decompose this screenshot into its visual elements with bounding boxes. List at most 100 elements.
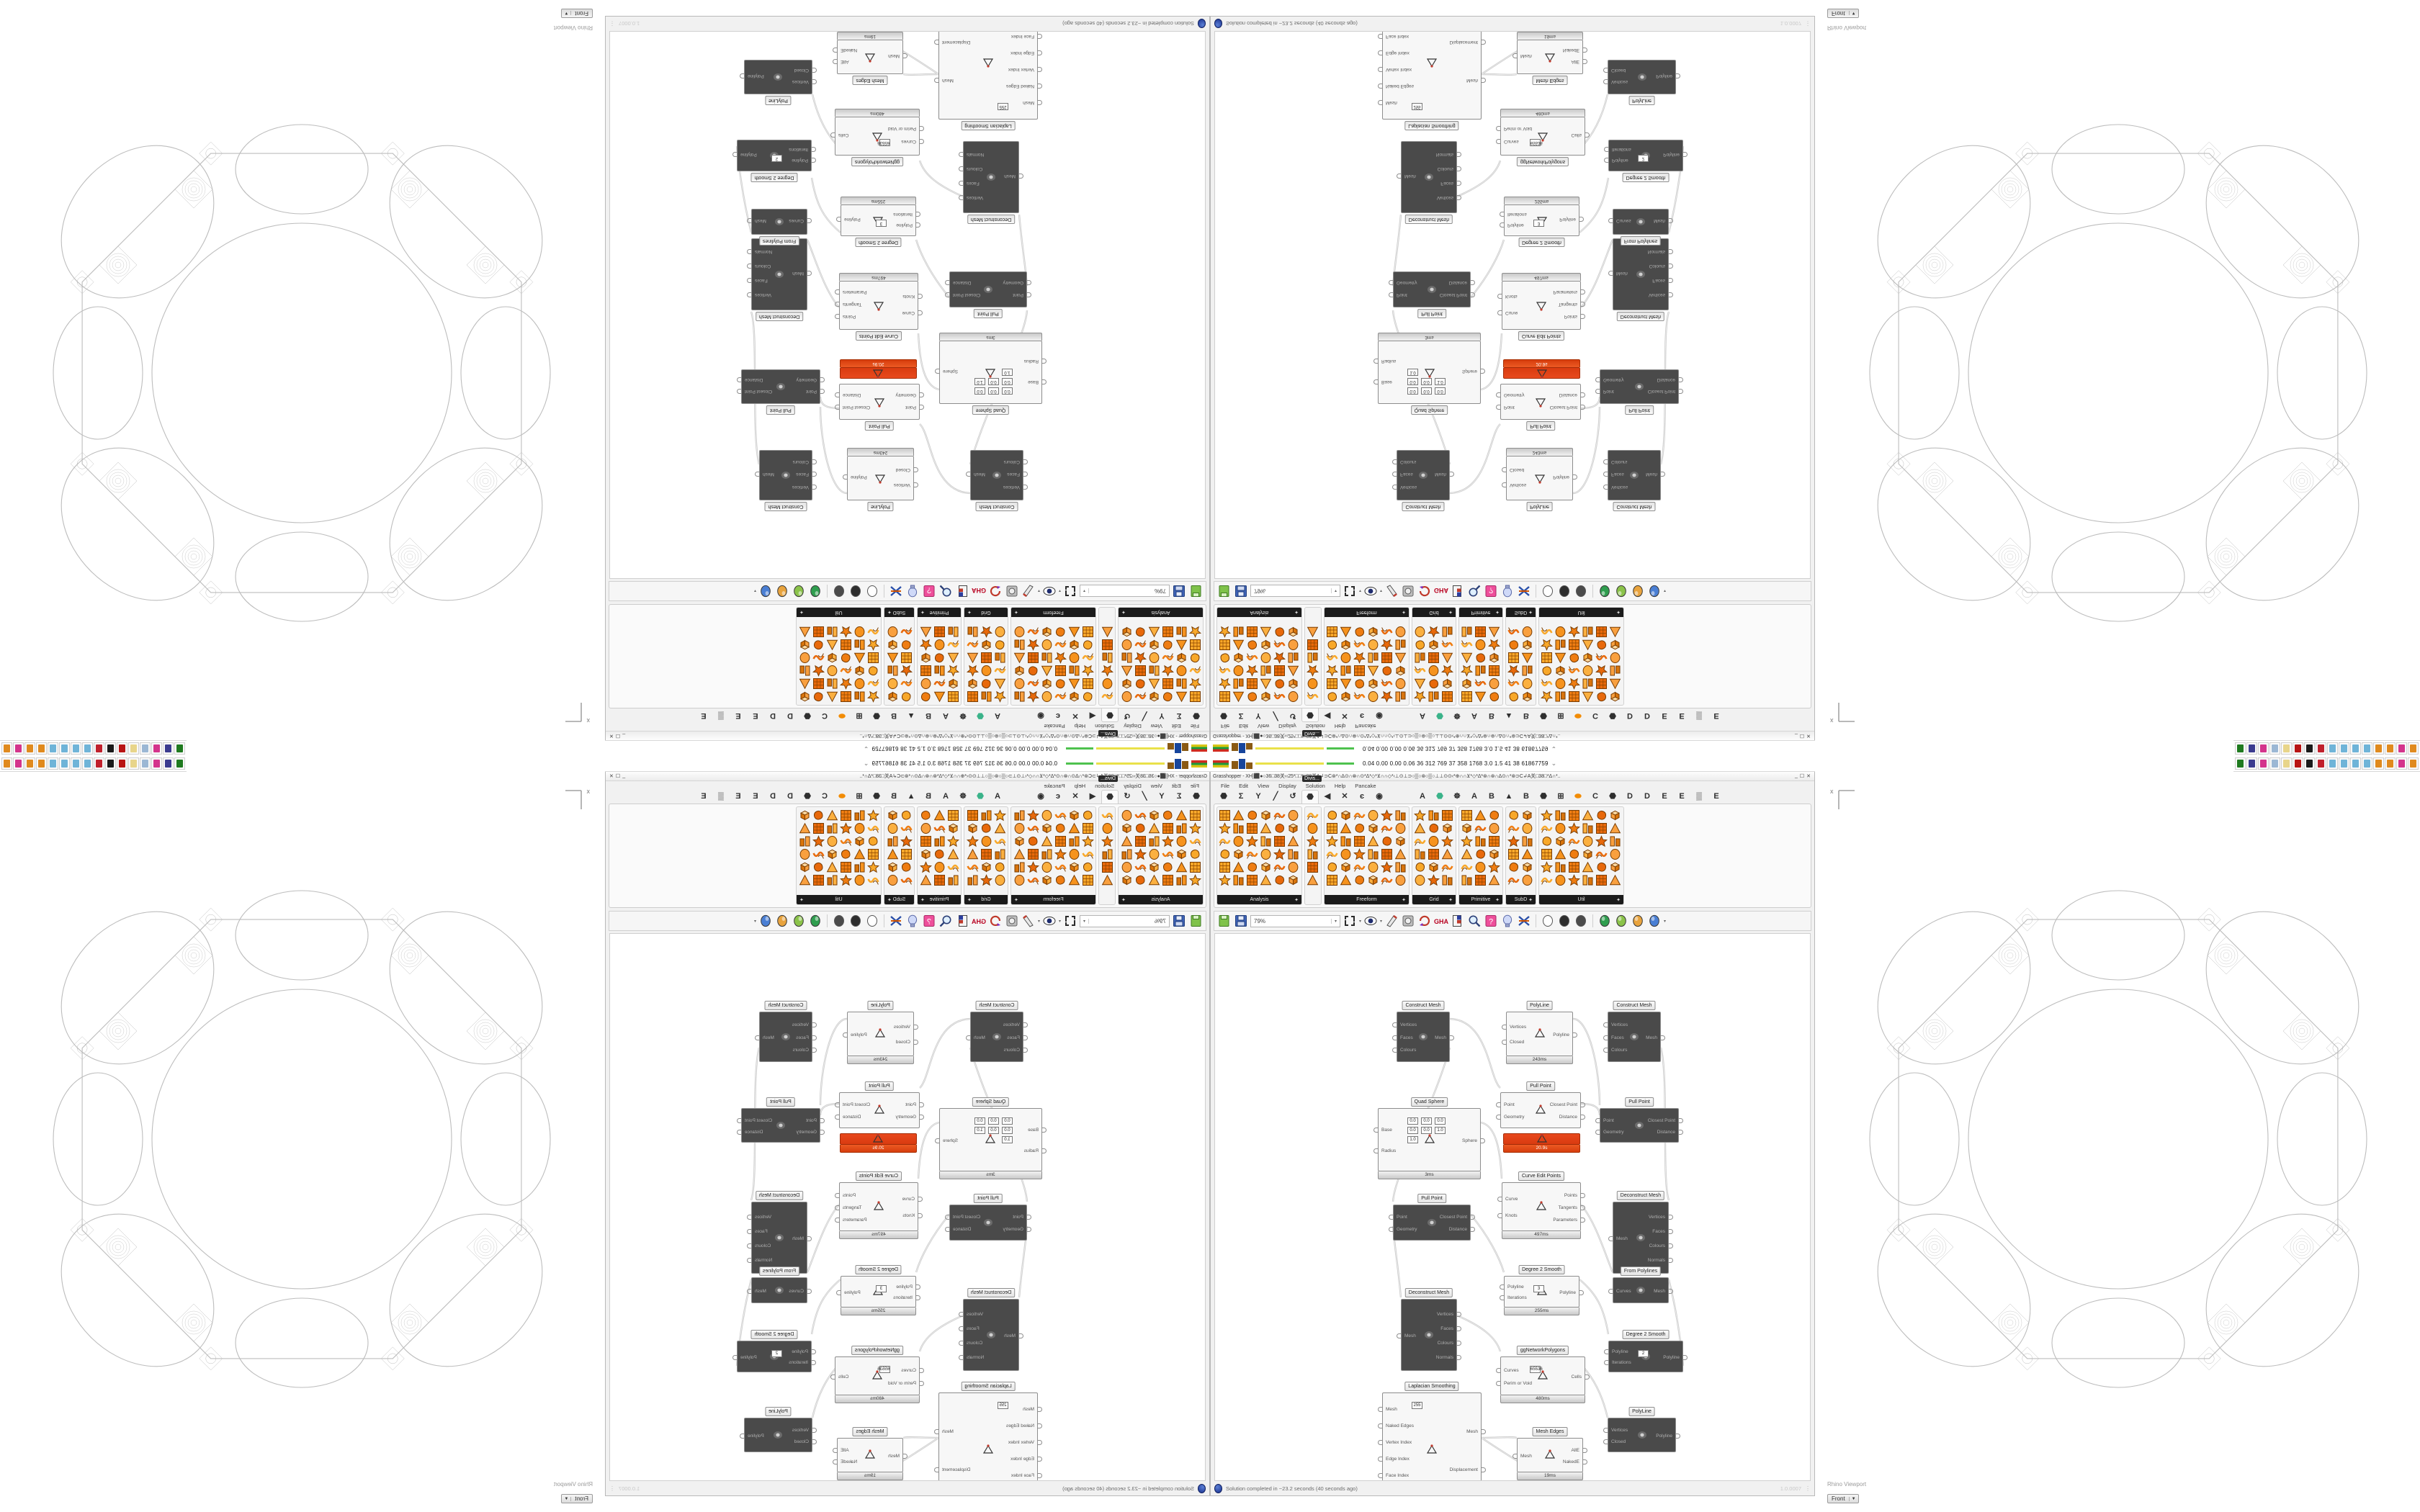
input-port[interactable]: [914, 1039, 918, 1045]
component-icon-blob[interactable]: [812, 861, 825, 873]
grasshopper-canvas[interactable]: Construct Mesh Vertices Faces Colours Mesh Po…: [1214, 933, 1811, 1481]
component-icon-dot[interactable]: [1013, 874, 1026, 886]
component-icon-cube[interactable]: [947, 678, 959, 690]
gh-component-deconstruct-mesh-1[interactable]: Deconstruct Mesh Mesh Vertices Faces Colours…: [747, 1187, 812, 1274]
component-icon-dot[interactable]: [1554, 822, 1567, 834]
output-port[interactable]: [934, 78, 938, 84]
component-icon-wave[interactable]: [967, 639, 979, 651]
component-icon-cube[interactable]: [1521, 861, 1533, 873]
gh-component-quad-sphere-1[interactable]: Quad Sphere Base Radius Sphere 0.0 0.0 0.0 0.0 0…: [935, 333, 1047, 418]
component-body[interactable]: Mesh Vertices Faces Colours Normals: [959, 141, 1023, 213]
taskbar-app-icon[interactable]: [2258, 742, 2269, 755]
gh-component-polyline-1[interactable]: PolyLine Vertices Closed Polyline 243ms: [1502, 997, 1577, 1064]
component-icon-cube[interactable]: [1394, 665, 1407, 677]
gh-component-laplacian-smoothing-1[interactable]: Laplacian Smoothing Mesh Naked Edges Vertex…: [934, 31, 1042, 134]
input-port[interactable]: [1497, 1212, 1502, 1218]
output-port[interactable]: [1481, 1138, 1485, 1143]
component-icon-blob[interactable]: [1353, 678, 1366, 690]
component-body[interactable]: Polyline Iterations Polyline 2: [1604, 140, 1688, 171]
input-port[interactable]: [918, 294, 923, 300]
input-port[interactable]: [1603, 1439, 1608, 1444]
input-port[interactable]: [1496, 1102, 1500, 1108]
component-icon-star[interactable]: [1246, 665, 1258, 677]
component-icon-tri[interactable]: [967, 848, 979, 860]
component-icon-bar[interactable]: [1287, 652, 1299, 664]
output-port[interactable]: [959, 1311, 963, 1317]
component-icon-cube[interactable]: [1441, 822, 1453, 834]
component-icon-blob[interactable]: [1381, 835, 1393, 847]
component-icon-star[interactable]: [1134, 848, 1147, 860]
component-icon-wave[interactable]: [1595, 848, 1608, 860]
output-port[interactable]: [1581, 1102, 1585, 1108]
output-port[interactable]: [945, 280, 949, 286]
preview-eye-icon[interactable]: [1042, 584, 1057, 598]
component-icon-dot[interactable]: [1367, 690, 1379, 703]
input-port[interactable]: [918, 1197, 923, 1202]
menu-item-file[interactable]: File: [1221, 782, 1230, 789]
component-icon-bar[interactable]: [1041, 652, 1053, 664]
scribble-icon[interactable]: [1517, 914, 1531, 928]
component-icon-wave[interactable]: [1273, 809, 1286, 822]
component-icon-tri[interactable]: [1582, 809, 1594, 822]
output-port[interactable]: [1581, 1205, 1585, 1210]
component-body[interactable]: Base Radius Sphere 0.0 0.0 0.0 0.0 0.0 1.0 1.0: [1373, 1108, 1485, 1171]
gh-component-red-timer-1[interactable]: 20.9s: [1503, 359, 1580, 379]
gh-component-construct-mesh-2[interactable]: Construct Mesh Vertices Faces Colours Mesh: [1603, 450, 1665, 515]
component-body[interactable]: Polyline Iterations Polyline 3: [836, 1276, 920, 1308]
surface-tab[interactable]: ⬣: [1301, 708, 1319, 723]
chevron-down-icon[interactable]: ▾: [753, 588, 756, 593]
close-icon[interactable]: ✕: [1806, 774, 1811, 779]
addon-drop-tab[interactable]: ⬣: [873, 792, 880, 801]
component-icon-star[interactable]: [1027, 809, 1039, 822]
component-icon-star[interactable]: [840, 822, 852, 834]
component-icon-grid[interactable]: [1162, 678, 1174, 690]
output-port[interactable]: [1669, 278, 1673, 284]
component-icon-star[interactable]: [867, 861, 879, 873]
resize-grip-icon[interactable]: ⋮: [609, 20, 615, 27]
component-value-field[interactable]: 1.0: [1435, 1127, 1446, 1134]
component-icon-dot[interactable]: [1394, 626, 1407, 638]
gh-component-deconstruct-mesh-1[interactable]: Deconstruct Mesh Mesh Vertices Faces Colours…: [1608, 1187, 1673, 1274]
taskbar-app-icon[interactable]: [82, 742, 93, 755]
component-icon-dot[interactable]: [1474, 639, 1487, 651]
component-icon-grid[interactable]: [1326, 822, 1338, 834]
output-port[interactable]: [747, 1243, 751, 1248]
component-icon-grid[interactable]: [1082, 626, 1094, 638]
zoom-extents-icon[interactable]: [1343, 914, 1357, 928]
component-icon-bar[interactable]: [887, 835, 899, 847]
component-icon-dot[interactable]: [1394, 822, 1407, 834]
component-icon-wave[interactable]: [1353, 639, 1366, 651]
output-port[interactable]: [935, 1138, 939, 1143]
gha-assembly-icon[interactable]: GHA: [1434, 584, 1448, 598]
input-port[interactable]: [918, 1212, 923, 1218]
menu-item-edit[interactable]: Edit: [1239, 723, 1249, 730]
menu-item-view[interactable]: View: [1150, 782, 1162, 789]
preview-eye-icon[interactable]: [1363, 584, 1378, 598]
pin-icon[interactable]: ✦: [967, 609, 972, 615]
component-body[interactable]: Polyline Iterations Polyline 3: [836, 204, 920, 236]
component-icon-cube[interactable]: [920, 848, 932, 860]
output-port[interactable]: [1573, 1032, 1577, 1038]
input-port[interactable]: [1502, 482, 1506, 487]
output-port[interactable]: [747, 1214, 751, 1220]
menu-item-display[interactable]: Display: [1124, 782, 1142, 789]
component-icon-dot[interactable]: [1121, 809, 1133, 822]
addon-grid-tab[interactable]: ⊞: [1557, 792, 1564, 801]
component-icon-cube[interactable]: [1441, 678, 1453, 690]
input-port[interactable]: [1038, 1407, 1042, 1413]
component-icon-star[interactable]: [1054, 652, 1067, 664]
gh-component-red-timer-1[interactable]: 20.9s: [840, 359, 917, 379]
gh-component-curve-edit-points-1[interactable]: Curve Edit Points Curve Knots Points Tangent…: [835, 1168, 923, 1239]
component-icon-bar[interactable]: [1307, 848, 1319, 860]
component-body[interactable]: Vertices Faces Colours Mesh: [755, 450, 817, 500]
input-port[interactable]: [1392, 485, 1397, 490]
output-port[interactable]: [747, 264, 751, 269]
component-icon-tri[interactable]: [933, 690, 946, 703]
component-icon-wave[interactable]: [867, 874, 879, 886]
output-port[interactable]: [1457, 152, 1461, 158]
output-port[interactable]: [755, 472, 759, 477]
addon-mount-tab[interactable]: ▲: [1505, 792, 1513, 801]
output-port[interactable]: [747, 1228, 751, 1234]
component-icon-dot[interactable]: [1554, 874, 1567, 886]
draw-amber-icon[interactable]: [1631, 914, 1645, 928]
